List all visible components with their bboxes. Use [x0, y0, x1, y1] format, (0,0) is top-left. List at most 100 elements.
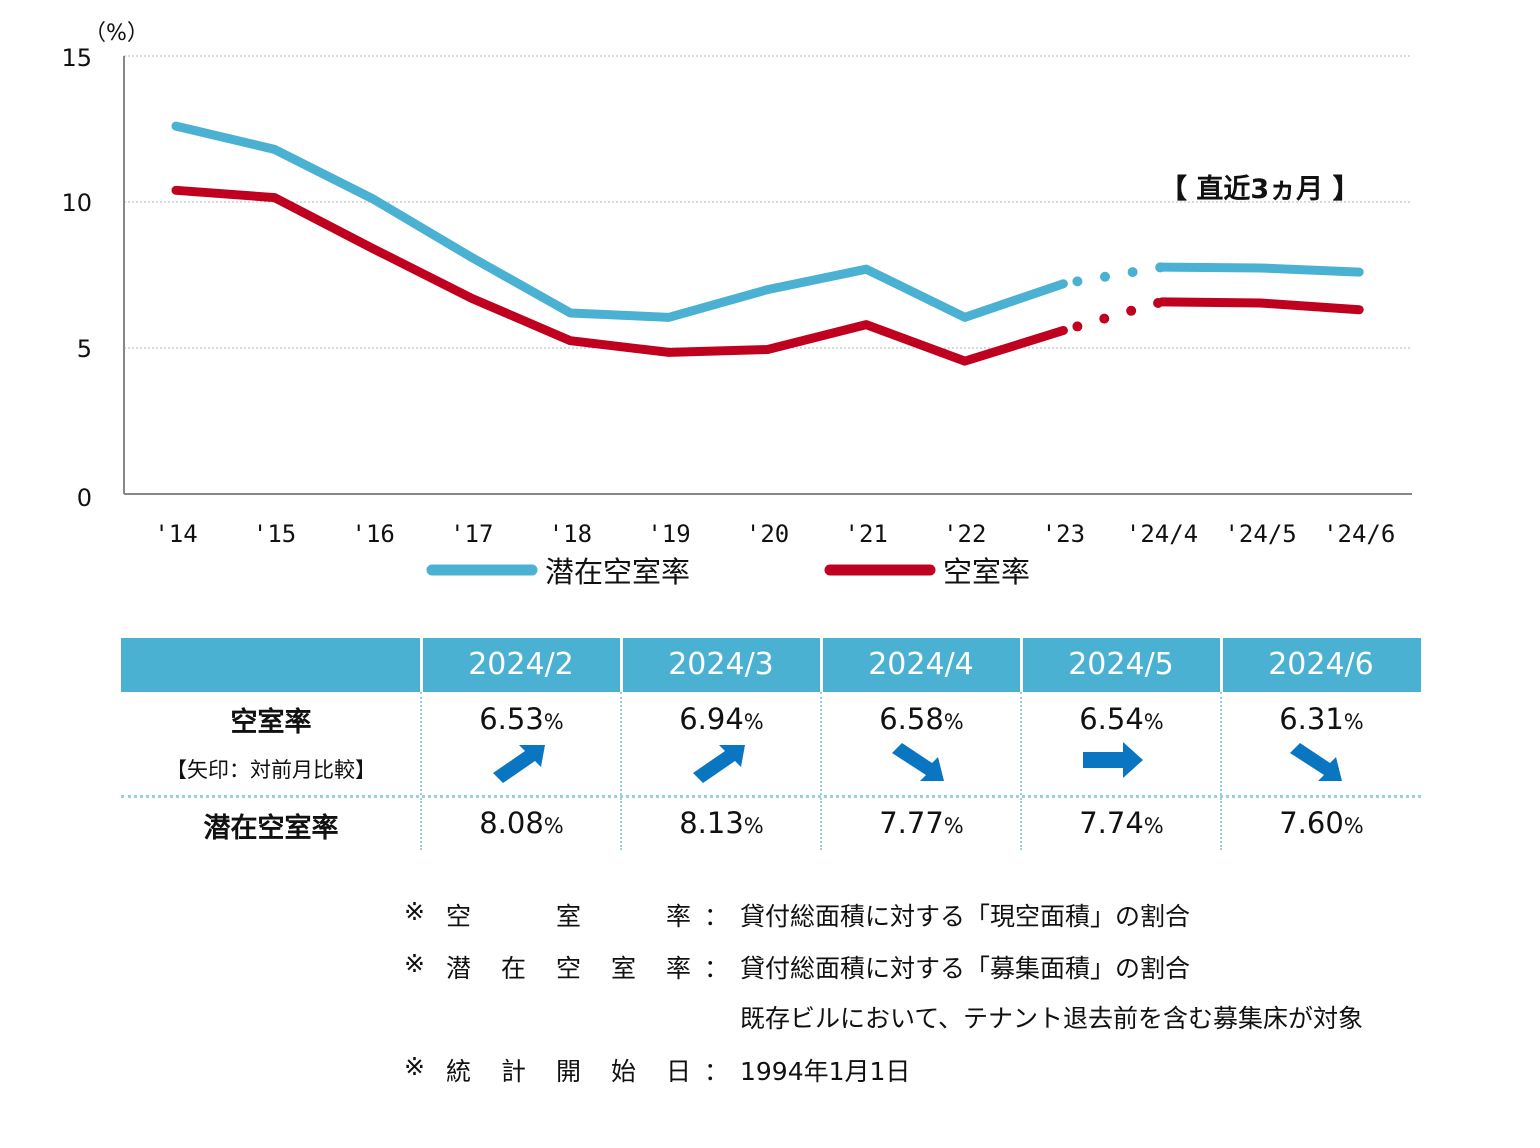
- note-label-char: 始: [611, 1057, 637, 1086]
- potential-row-label: 潜在空室率: [203, 813, 339, 844]
- note-label-char: 率: [666, 902, 692, 931]
- potential-row: 潜在空室率 8.08% 8.13% 7.77% 7.74% 7.60%: [121, 798, 1421, 850]
- month-header: 2024/6: [1268, 647, 1374, 682]
- note-label-char: 潜: [446, 954, 472, 983]
- note-text: 1994年1月1日: [740, 1057, 911, 1086]
- x-tick-labels: '14 '15 '16 '17 '18 '19 '20 '21 '22 '23 '24/4 '24/5…: [154, 520, 1395, 548]
- percent-unit: %: [1143, 710, 1164, 734]
- note-colon: ：: [704, 954, 730, 983]
- note-text: 貸付総面積に対する「募集面積」の割合: [740, 954, 1191, 983]
- legend: 潜在空室率 空室率: [426, 555, 1030, 589]
- potential-vacancy-line-annual: [171, 121, 1068, 322]
- trend-up-arrow-icon: [693, 745, 745, 783]
- x-tick-label: '17: [450, 520, 493, 548]
- column-separator: [820, 692, 822, 795]
- percent-unit: %: [1143, 814, 1164, 838]
- month-header: 2024/4: [868, 647, 974, 682]
- note-text-continued: 既存ビルにおいて、テナント退去前を含む募集床が対象: [740, 1004, 1364, 1033]
- vacancy-row-label: 空室率: [230, 707, 312, 738]
- note-label-char: 率: [666, 954, 692, 983]
- monthly-table: 2024/2 2024/3 2024/4 2024/5 2024/6 空室率 【…: [121, 638, 1421, 850]
- trend-up-arrow-icon: [493, 745, 545, 783]
- column-separator: [620, 692, 622, 795]
- y-tick-label: 5: [77, 335, 92, 363]
- x-tick-label: '16: [352, 520, 395, 548]
- column-separator: [420, 798, 422, 850]
- vacancy-value: 6.94%: [623, 702, 820, 736]
- column-separator: [1220, 798, 1222, 850]
- vacancy-value: 6.53%: [423, 702, 620, 736]
- series-lines: [171, 121, 1364, 366]
- header-separator: [620, 638, 623, 692]
- potential-value: 7.74%: [1023, 806, 1220, 840]
- column-separator: [1220, 692, 1222, 795]
- month-header: 2024/3: [668, 647, 774, 682]
- percent-unit: %: [743, 710, 764, 734]
- table-header-row: 2024/2 2024/3 2024/4 2024/5 2024/6: [121, 638, 1421, 692]
- vacancy-value: 6.31%: [1223, 702, 1420, 736]
- potential-number: 7.60: [1279, 806, 1344, 840]
- note-label-char: 日: [666, 1057, 692, 1086]
- vacancy-number: 6.94: [679, 702, 744, 736]
- note-colon: ：: [704, 902, 730, 931]
- note-label-char: 室: [556, 902, 582, 931]
- header-separator: [1020, 638, 1023, 692]
- potential-number: 8.13: [679, 806, 744, 840]
- note-text: 貸付総面積に対する「現空面積」の割合: [740, 902, 1191, 931]
- column-separator: [820, 798, 822, 850]
- header-separator: [1220, 638, 1223, 692]
- percent-unit: %: [943, 710, 964, 734]
- note-label-char: 統: [446, 1057, 472, 1086]
- note-mark: ※: [404, 897, 425, 926]
- x-tick-label: '18: [549, 520, 592, 548]
- trend-flat-arrow-icon: [1083, 742, 1143, 778]
- potential-value: 7.77%: [823, 806, 1020, 840]
- vacancy-row: 空室率 【矢印：対前月比較】 6.53% 6.94% 6.58% 6.54% 6…: [121, 692, 1421, 795]
- vacancy-value: 6.58%: [823, 702, 1020, 736]
- column-separator: [1020, 692, 1022, 795]
- vacancy-line-dotted: [1072, 296, 1167, 332]
- recent-3-months-annotation: 【 直近3ヵ月 】: [1160, 174, 1360, 205]
- x-tick-label: '20: [746, 520, 789, 548]
- percent-unit: %: [743, 814, 764, 838]
- potential-value: 8.13%: [623, 806, 820, 840]
- vacancy-number: 6.58: [879, 702, 944, 736]
- vacancy-number: 6.53: [479, 702, 544, 736]
- x-tick-label: '24/4: [1126, 520, 1198, 548]
- month-header: 2024/5: [1068, 647, 1174, 682]
- x-tick-label: '14: [154, 520, 197, 548]
- column-separator: [420, 692, 422, 795]
- note-label-char: 開: [556, 1057, 582, 1086]
- potential-number: 7.77: [879, 806, 944, 840]
- vacancy-line-monthly: [1157, 297, 1364, 315]
- percent-unit: %: [1343, 710, 1364, 734]
- y-tick-label: 15: [61, 44, 92, 72]
- vacancy-line-annual: [171, 185, 1068, 366]
- y-unit-label: （%）: [84, 21, 149, 46]
- note-colon: ：: [704, 1057, 730, 1086]
- note-label-char: 空: [446, 902, 472, 931]
- note-label-char: 空: [556, 954, 582, 983]
- legend-label-potential: 潜在空室率: [545, 555, 690, 589]
- y-tick-labels: 0 5 10 15: [61, 44, 92, 512]
- line-chart: （%） 0 5 10 15 '14 '15 '16 '17 '18 '19 '20 '21 '22 '2…: [61, 21, 1412, 589]
- potential-number: 8.08: [479, 806, 544, 840]
- potential-value: 8.08%: [423, 806, 620, 840]
- note-label-char: 室: [611, 954, 637, 983]
- x-tick-label: '24/6: [1323, 520, 1395, 548]
- x-tick-label: '19: [647, 520, 690, 548]
- trend-down-arrow-icon: [892, 743, 944, 781]
- y-tick-label: 10: [61, 189, 92, 217]
- percent-unit: %: [543, 814, 564, 838]
- percent-unit: %: [543, 710, 564, 734]
- column-separator: [620, 798, 622, 850]
- vacancy-number: 6.54: [1079, 702, 1144, 736]
- x-tick-label: '22: [943, 520, 986, 548]
- potential-value: 7.60%: [1223, 806, 1420, 840]
- x-tick-label: '24/5: [1224, 520, 1296, 548]
- note-mark: ※: [404, 949, 425, 978]
- legend-label-vacancy: 空室率: [943, 555, 1030, 589]
- potential-vacancy-line-dotted: [1072, 262, 1167, 287]
- column-separator: [1020, 798, 1022, 850]
- month-header: 2024/2: [468, 647, 574, 682]
